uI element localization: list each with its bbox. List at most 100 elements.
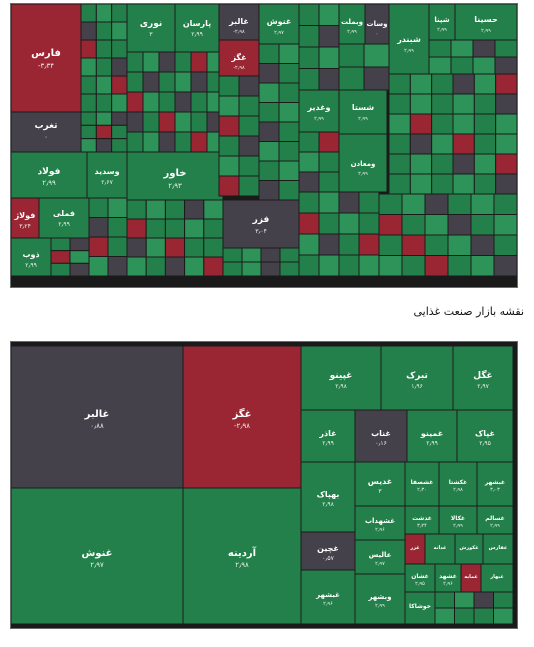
treemap-cell[interactable]: [452, 93, 475, 115]
treemap-cell[interactable]: [473, 153, 497, 175]
treemap-cell[interactable]: [338, 212, 360, 235]
treemap-cell[interactable]: [158, 91, 176, 113]
treemap-cell[interactable]: [279, 261, 300, 277]
treemap-cell[interactable]: [95, 93, 113, 113]
treemap-cell[interactable]: [470, 193, 495, 215]
treemap-cell[interactable]: [401, 193, 426, 215]
treemap-cell[interactable]: [126, 71, 144, 93]
treemap-cell[interactable]: [258, 160, 280, 181]
treemap-cell[interactable]: [95, 57, 113, 77]
treemap-cell[interactable]: [495, 73, 517, 95]
treemap-cell[interactable]: [80, 111, 97, 126]
treemap-cell[interactable]: [203, 256, 224, 277]
tile-vabshahr[interactable]: [354, 573, 406, 625]
treemap-cell[interactable]: [238, 175, 260, 197]
treemap-cell[interactable]: [493, 193, 517, 215]
treemap-cell[interactable]: [409, 133, 433, 155]
tile-ghfars[interactable]: [482, 533, 514, 565]
treemap-cell[interactable]: [95, 75, 113, 95]
treemap-cell[interactable]: [111, 21, 128, 41]
treemap-cell[interactable]: [298, 254, 320, 277]
treemap-cell[interactable]: [388, 133, 411, 155]
treemap-cell[interactable]: [184, 218, 205, 239]
treemap-cell[interactable]: [95, 124, 113, 140]
treemap-cell[interactable]: [241, 247, 262, 263]
treemap-cell[interactable]: [126, 111, 144, 133]
treemap-cell[interactable]: [318, 191, 340, 214]
treemap-cell[interactable]: [88, 236, 109, 257]
tile-ghpak[interactable]: [456, 409, 514, 463]
treemap-cell[interactable]: [472, 56, 496, 75]
tile-ghmino[interactable]: [406, 409, 458, 463]
treemap-cell[interactable]: [318, 25, 340, 48]
treemap-cell[interactable]: [164, 199, 186, 220]
treemap-cell[interactable]: [473, 113, 497, 135]
tile-barkat[interactable]: [380, 345, 454, 411]
treemap-cell[interactable]: [278, 82, 300, 103]
treemap-cell[interactable]: [424, 234, 449, 256]
treemap-cell[interactable]: [111, 75, 128, 95]
treemap-cell[interactable]: [450, 56, 474, 75]
tile-ghkorosh[interactable]: [454, 533, 484, 565]
treemap-cell[interactable]: [111, 111, 128, 126]
treemap-cell[interactable]: [203, 237, 224, 258]
treemap-cell[interactable]: [278, 43, 300, 64]
tile-ghbehr[interactable]: [480, 563, 514, 593]
treemap-cell[interactable]: [111, 124, 128, 140]
tile-shpna[interactable]: [428, 4, 456, 41]
treemap-cell[interactable]: [409, 93, 433, 115]
treemap-cell[interactable]: [473, 173, 497, 195]
treemap-cell[interactable]: [164, 256, 186, 277]
treemap-cell[interactable]: [358, 212, 380, 235]
treemap-cell[interactable]: [409, 173, 433, 195]
tile-ghshehd[interactable]: [434, 563, 462, 593]
treemap-cell[interactable]: [145, 237, 166, 258]
treemap-cell[interactable]: [452, 153, 475, 175]
treemap-cell[interactable]: [174, 71, 192, 93]
treemap-cell[interactable]: [279, 247, 300, 263]
treemap-cell[interactable]: [50, 237, 71, 252]
treemap-cell[interactable]: [298, 68, 320, 91]
treemap-cell[interactable]: [495, 113, 517, 135]
treemap-cell[interactable]: [338, 191, 360, 214]
treemap-cell[interactable]: [111, 39, 128, 59]
treemap-cell[interactable]: [495, 133, 517, 155]
treemap-cell[interactable]: [318, 4, 340, 26]
treemap-cell[interactable]: [95, 4, 113, 23]
treemap-cell[interactable]: [298, 233, 320, 256]
treemap-cell[interactable]: [107, 217, 128, 238]
treemap-cell[interactable]: [470, 255, 495, 277]
treemap-cell[interactable]: [218, 155, 240, 177]
treemap-cell[interactable]: [378, 234, 403, 256]
treemap-cell[interactable]: [145, 218, 166, 239]
treemap-cell[interactable]: [470, 234, 495, 256]
treemap-cell[interactable]: [174, 111, 192, 133]
treemap-cell[interactable]: [431, 153, 454, 175]
treemap-cell[interactable]: [142, 51, 160, 73]
treemap-cell[interactable]: [318, 171, 340, 193]
treemap-cell[interactable]: [80, 93, 97, 113]
treemap-cell[interactable]: [388, 173, 411, 195]
treemap-cell[interactable]: [203, 199, 224, 220]
treemap-cell[interactable]: [80, 138, 97, 153]
treemap-cell[interactable]: [88, 197, 109, 218]
treemap-cell[interactable]: [338, 233, 360, 256]
treemap-cell[interactable]: [298, 25, 320, 48]
treemap-cell[interactable]: [298, 131, 320, 153]
treemap-cell[interactable]: [126, 91, 144, 113]
treemap-cell[interactable]: [190, 71, 208, 93]
treemap-cell[interactable]: [80, 39, 97, 59]
treemap-cell[interactable]: [190, 111, 208, 133]
treemap-cell[interactable]: [50, 262, 71, 277]
treemap-cell[interactable]: [107, 197, 128, 218]
treemap-cell[interactable]: [278, 180, 300, 201]
treemap-cell[interactable]: [69, 262, 90, 277]
treemap-cell[interactable]: [258, 102, 280, 123]
treemap-cell[interactable]: [258, 82, 280, 103]
treemap-cell[interactable]: [495, 93, 517, 115]
treemap-cell[interactable]: [258, 43, 280, 64]
treemap-cell[interactable]: [88, 217, 109, 238]
treemap-cell[interactable]: [434, 607, 455, 625]
treemap-cell[interactable]: [470, 214, 495, 236]
treemap-cell[interactable]: [431, 173, 454, 195]
